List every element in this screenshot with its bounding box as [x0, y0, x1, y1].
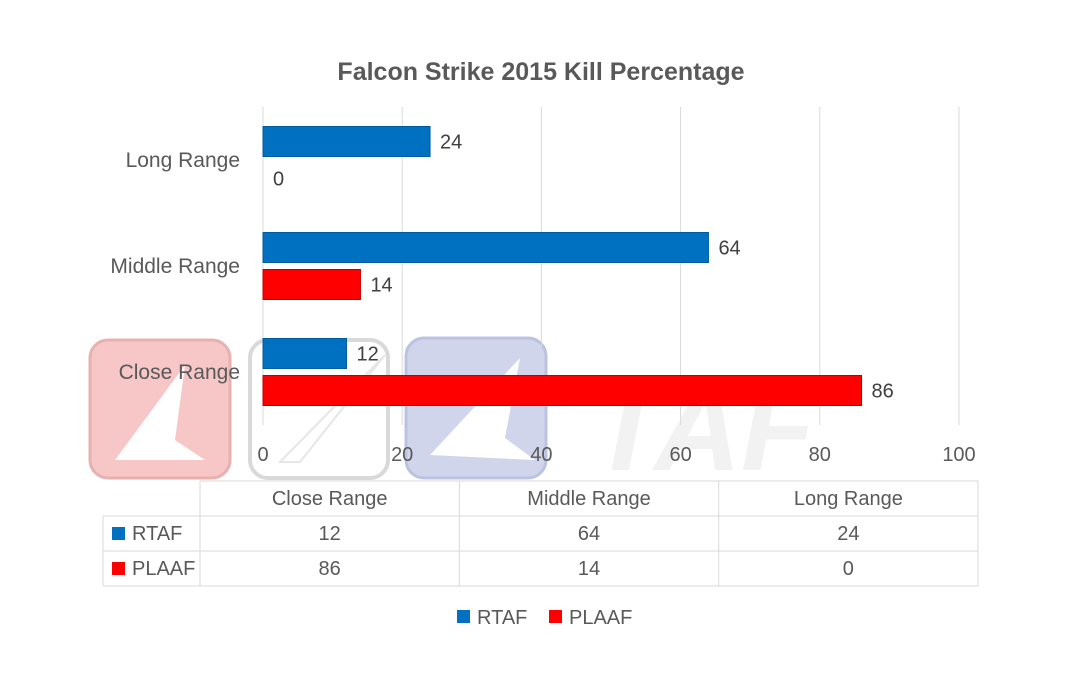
table-cell-rtaf-middle-range: 64	[578, 523, 600, 545]
x-tick-60: 60	[669, 444, 691, 466]
table-header-middle-range: Middle Range	[527, 488, 650, 510]
legend-swatch-plaaf	[549, 610, 562, 623]
table-series-name-plaaf: PLAAF	[132, 558, 195, 580]
value-label-rtaf-close-range: 12	[357, 344, 379, 366]
legend-swatch-rtaf	[457, 610, 470, 623]
x-tick-80: 80	[809, 444, 831, 466]
bar-rtaf-middle-range	[262, 232, 709, 263]
x-tick-0: 0	[257, 444, 268, 466]
chart-title: Falcon Strike 2015 Kill Percentage	[337, 58, 744, 86]
bar-plaaf-middle-range	[262, 269, 361, 300]
table-key-plaaf	[112, 562, 125, 575]
legend-label-rtaf: RTAF	[477, 607, 527, 629]
table-cell-plaaf-long-range: 0	[843, 558, 854, 580]
table-cell-rtaf-long-range: 24	[837, 523, 859, 545]
x-tick-100: 100	[942, 444, 975, 466]
category-label-middle-range: Middle Range	[110, 255, 240, 278]
table-cell-plaaf-middle-range: 14	[578, 558, 600, 580]
category-labels: Close Range Middle Range Long Range	[110, 149, 240, 384]
x-tick-40: 40	[530, 444, 552, 466]
x-tick-20: 20	[391, 444, 413, 466]
table-cell-plaaf-close-range: 86	[319, 558, 341, 580]
value-label-rtaf-long-range: 24	[440, 132, 462, 154]
x-tick-labels: 0 20 40 60 80 100	[257, 444, 975, 466]
value-label-plaaf-long-range: 0	[273, 169, 284, 191]
bar-rtaf-long-range	[262, 126, 431, 157]
watermark-arrow-outline	[277, 354, 386, 463]
category-label-long-range: Long Range	[126, 149, 240, 172]
legend: RTAF PLAAF	[457, 607, 632, 629]
value-label-plaaf-close-range: 86	[872, 381, 894, 403]
watermark-arrow-red	[115, 365, 205, 460]
table-header-long-range: Long Range	[794, 488, 903, 510]
value-label-plaaf-middle-range: 14	[370, 275, 392, 297]
bar-plaaf-close-range	[262, 375, 863, 406]
gridlines	[262, 107, 960, 425]
category-label-close-range: Close Range	[119, 361, 240, 384]
bars: 12 86 64 14 24 0	[262, 126, 894, 406]
table-header-close-range: Close Range	[272, 488, 388, 510]
legend-label-plaaf: PLAAF	[569, 607, 632, 629]
bar-rtaf-close-range	[262, 338, 348, 369]
value-label-rtaf-middle-range: 64	[718, 238, 740, 260]
data-table: Close Range Middle Range Long Range RTAF 12 6…	[102, 480, 979, 587]
table-key-rtaf	[112, 527, 125, 540]
table-cell-rtaf-close-range: 12	[319, 523, 341, 545]
table-series-name-rtaf: RTAF	[132, 523, 182, 545]
